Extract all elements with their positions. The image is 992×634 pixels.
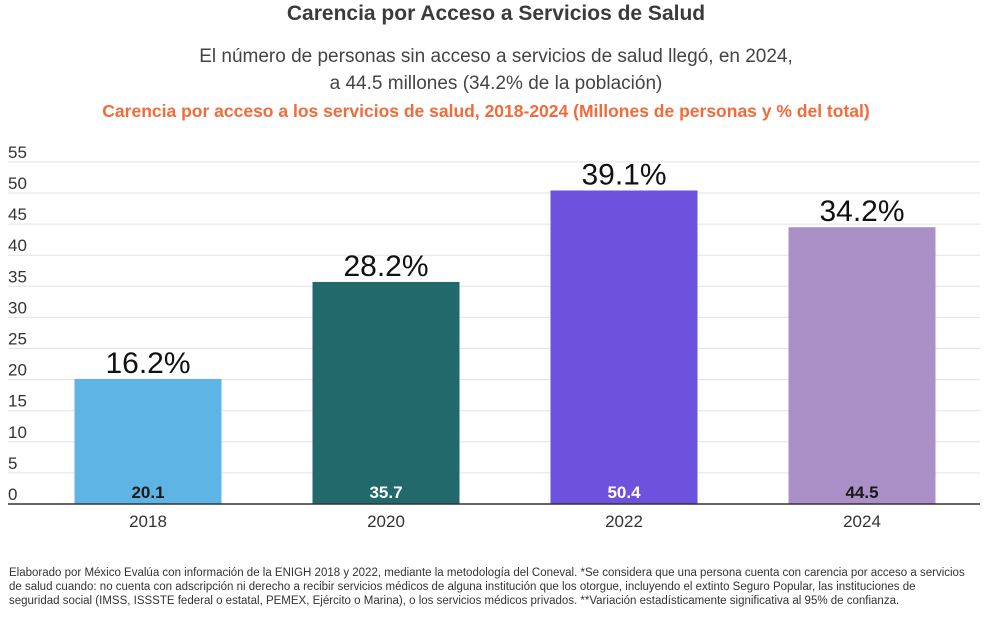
y-tick-label: 5: [8, 454, 17, 473]
y-tick-label: 0: [8, 485, 17, 504]
percent-label: 39.1%: [581, 159, 666, 192]
y-tick-label: 25: [8, 330, 27, 349]
y-tick-label: 50: [8, 174, 27, 193]
y-tick-label: 40: [8, 236, 27, 255]
chart-subtitle: El número de personas sin acceso a servi…: [0, 43, 992, 97]
value-label: 35.7: [369, 483, 402, 502]
value-label: 44.5: [845, 483, 878, 502]
y-tick-label: 45: [8, 205, 27, 224]
value-label: 20.1: [131, 483, 164, 502]
x-tick-label: 2022: [605, 512, 643, 531]
footnote: Elaborado por México Evalúa con informac…: [9, 567, 965, 607]
percent-label: 16.2%: [105, 347, 190, 380]
percent-label: 34.2%: [819, 195, 904, 228]
y-tick-label: 10: [8, 423, 27, 442]
bar-2024: [788, 227, 936, 504]
chart-heading: Carencia por acceso a los servicios de s…: [102, 101, 870, 121]
x-tick-label: 2020: [367, 512, 405, 531]
bar-chart: 0 5 10 15 20 25 30 35 40 45 50 55 16.2% 20.1 2018 28.2%…: [8, 143, 980, 531]
y-tick-label: 55: [8, 143, 27, 162]
bar-2018: [74, 378, 222, 504]
value-label: 50.4: [607, 483, 641, 502]
percent-label: 28.2%: [343, 250, 428, 283]
x-tick-label: 2018: [129, 512, 167, 531]
bar-2020: [312, 281, 460, 504]
subtitle-line-1: El número de personas sin acceso a servi…: [199, 46, 793, 67]
subtitle-line-2: a 44.5 millones (34.2% de la población): [329, 73, 663, 94]
y-tick-label: 30: [8, 298, 27, 317]
y-tick-label: 15: [8, 392, 27, 411]
bar-2022: [550, 190, 698, 504]
y-tick-label: 20: [8, 361, 27, 380]
x-tick-label: 2024: [843, 512, 881, 531]
y-tick-label: 35: [8, 267, 27, 286]
chart-title: Carencia por Acceso a Servicios de Salud: [286, 2, 706, 25]
